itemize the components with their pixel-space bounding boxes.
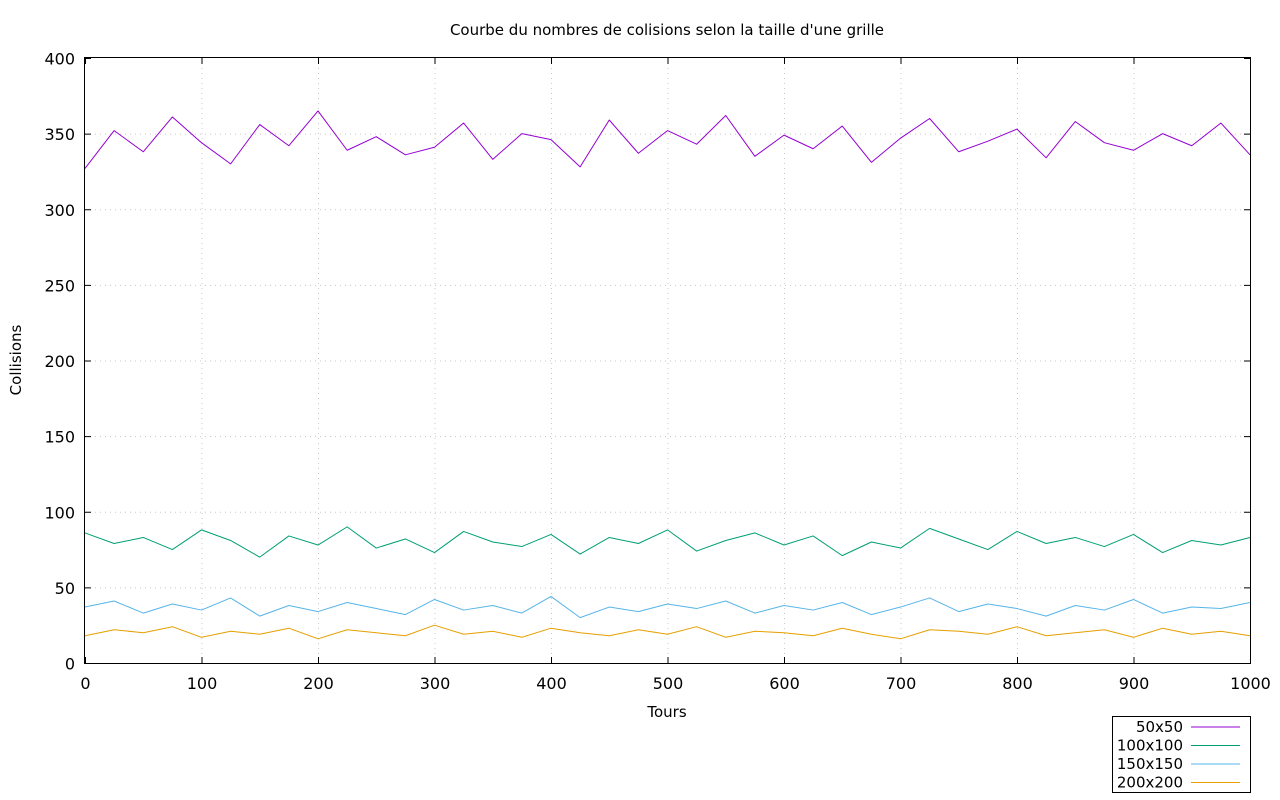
- legend-box: [1112, 716, 1251, 793]
- x-tick-label: 1000: [1230, 674, 1271, 693]
- series-line-50x50: [84, 110, 1251, 169]
- x-axis-tick-labels: 0 100 200 300 400 500 600 700 800 900 1000: [80, 674, 1270, 693]
- x-tick-label: 700: [886, 674, 917, 693]
- y-tick-label: 100: [44, 503, 75, 522]
- axis-ticks: [85, 58, 1251, 664]
- x-tick-label: 600: [769, 674, 800, 693]
- x-tick-label: 100: [187, 674, 218, 693]
- legend-label: 100x100: [1117, 737, 1183, 755]
- chart-title: Courbe du nombres de colisions selon la …: [450, 21, 884, 39]
- x-tick-label: 800: [1002, 674, 1033, 693]
- legend-label: 150x150: [1117, 755, 1183, 773]
- y-tick-label: 150: [44, 428, 75, 447]
- series-layer: [84, 110, 1251, 640]
- x-tick-label: 500: [653, 674, 684, 693]
- series-line-150x150: [84, 595, 1251, 619]
- y-tick-label: 300: [44, 201, 75, 220]
- x-tick-label: 200: [303, 674, 334, 693]
- y-tick-label: 400: [44, 50, 75, 69]
- grid-lines: [85, 58, 1250, 663]
- y-tick-label: 0: [65, 655, 75, 674]
- series-line-200x200: [84, 624, 1251, 640]
- y-tick-label: 200: [44, 352, 75, 371]
- x-tick-label: 400: [536, 674, 567, 693]
- x-tick-label: 300: [420, 674, 451, 693]
- x-tick-label: 0: [80, 674, 90, 693]
- y-axis-title: Collisions: [7, 325, 25, 396]
- y-axis-tick-labels: 0 50 100 150 200 250 300 350 400: [44, 50, 75, 674]
- y-tick-label: 50: [55, 579, 75, 598]
- series-line-100x100: [84, 526, 1251, 558]
- legend-label: 50x50: [1136, 718, 1183, 736]
- y-tick-label: 350: [44, 125, 75, 144]
- x-tick-label: 900: [1119, 674, 1150, 693]
- legend-label: 200x200: [1117, 774, 1183, 792]
- plot-frame: [84, 57, 1251, 664]
- x-axis-title: Tours: [646, 703, 686, 721]
- y-tick-label: 250: [44, 276, 75, 295]
